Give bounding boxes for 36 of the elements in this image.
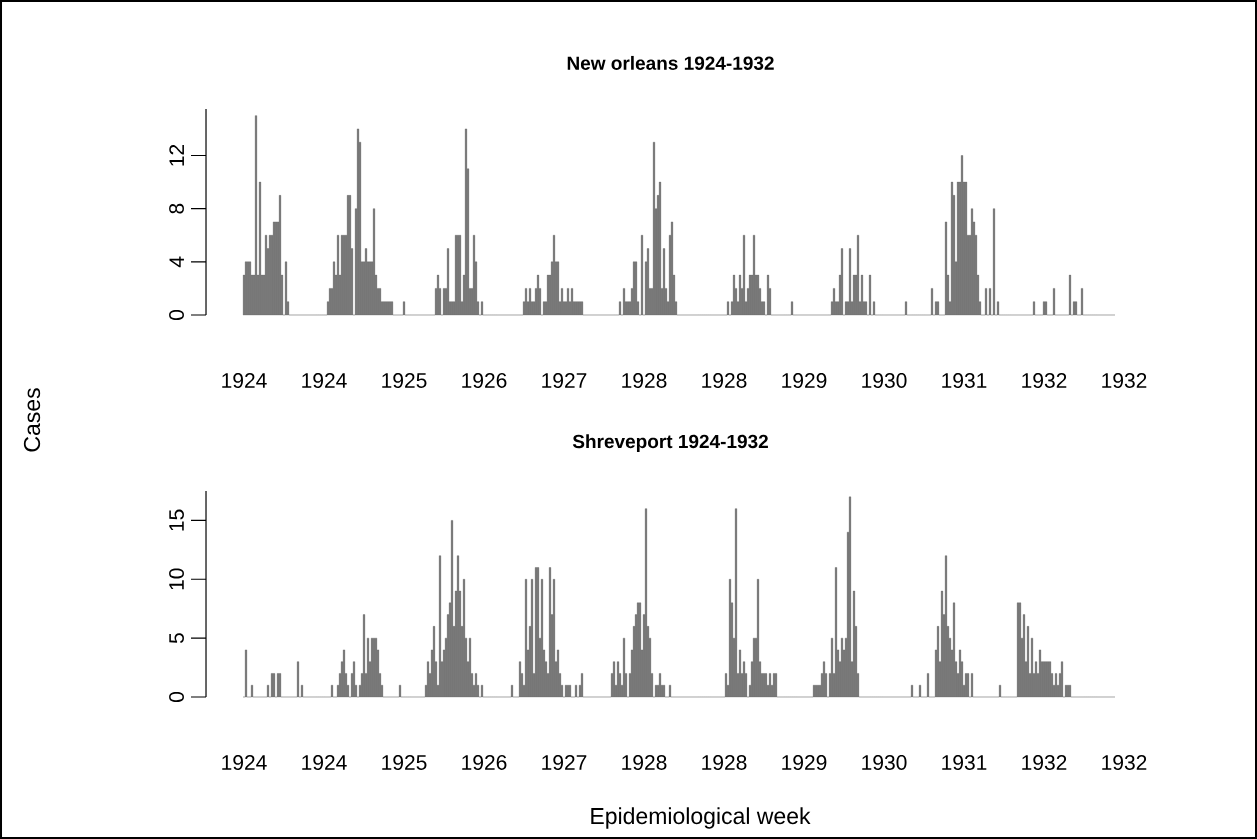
x-tick-label: 1928 bbox=[622, 373, 667, 388]
x-tick-label: 1930 bbox=[862, 755, 907, 770]
x-tick-label: 1925 bbox=[382, 755, 427, 770]
x-tick-label: 1930 bbox=[862, 373, 907, 388]
x-tick-label: 1926 bbox=[462, 373, 507, 388]
x-tick-label: 1926 bbox=[462, 755, 507, 770]
y-tick-label: 5 bbox=[169, 633, 184, 644]
chart-title: New orleans 1924-1932 bbox=[567, 55, 774, 70]
x-tick-label: 1925 bbox=[382, 373, 427, 388]
x-tick-label: 1932 bbox=[1102, 755, 1147, 770]
x-axis-title: Epidemiological week bbox=[591, 807, 811, 829]
x-tick-label: 1929 bbox=[782, 373, 827, 388]
x-tick-label: 1928 bbox=[702, 755, 747, 770]
x-tick-label: 1924 bbox=[222, 373, 267, 388]
x-tick-label: 1928 bbox=[622, 755, 667, 770]
y-tick-label: 0 bbox=[169, 309, 184, 321]
chart-title: Shreveport 1924-1932 bbox=[572, 434, 768, 452]
y-tick-label: 12 bbox=[169, 144, 184, 166]
y-axis-title: Cases bbox=[23, 388, 41, 452]
x-tick-label: 1928 bbox=[702, 373, 747, 388]
x-tick-label: 1931 bbox=[942, 373, 987, 388]
y-tick-label: 15 bbox=[169, 509, 184, 531]
x-tick-label: 1932 bbox=[1102, 373, 1147, 388]
y-tick-label: 0 bbox=[169, 691, 184, 703]
x-tick-label: 1931 bbox=[942, 755, 987, 770]
x-tick-label: 1924 bbox=[302, 755, 347, 770]
x-tick-label: 1924 bbox=[222, 755, 267, 770]
x-tick-label: 1927 bbox=[542, 373, 587, 388]
x-tick-label: 1932 bbox=[1022, 755, 1067, 770]
x-tick-label: 1927 bbox=[542, 755, 587, 770]
x-tick-label: 1929 bbox=[782, 755, 827, 770]
x-tick-label: 1924 bbox=[302, 373, 347, 388]
y-tick-label: 8 bbox=[169, 203, 184, 214]
y-tick-label: 10 bbox=[169, 568, 184, 590]
x-tick-label: 1932 bbox=[1022, 373, 1067, 388]
y-tick-label: 4 bbox=[169, 256, 184, 268]
